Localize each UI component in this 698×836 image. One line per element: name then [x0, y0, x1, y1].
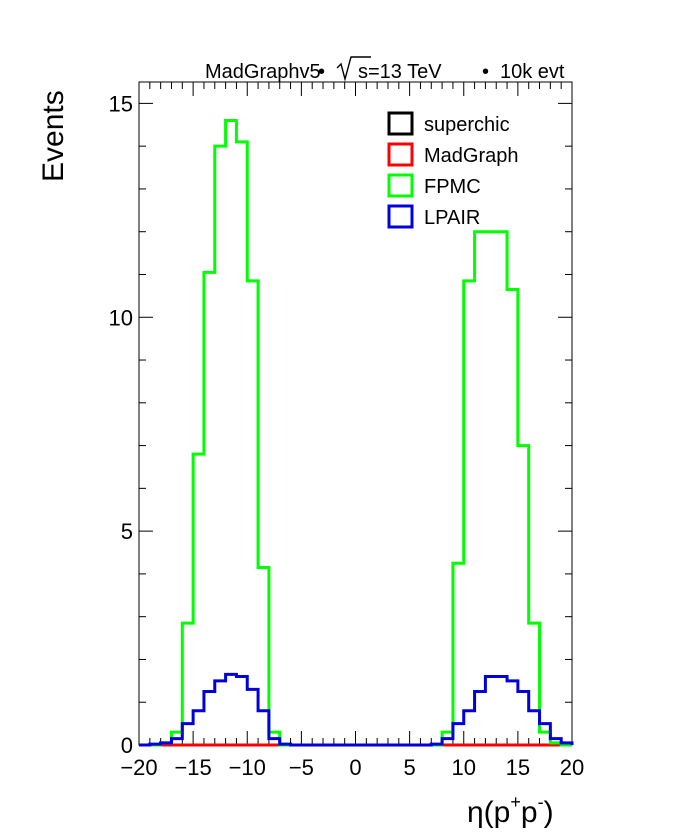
- y-tick-label: 5: [121, 519, 133, 544]
- chart-header: MadGraphv5 • s=13 TeV • 10k evt: [205, 56, 565, 83]
- y-tick-label: 10: [109, 305, 133, 330]
- legend-swatch-lpair: [387, 204, 414, 229]
- x-axis-title-mid: p: [521, 796, 538, 829]
- legend-label-madgraph: MadGraph: [424, 145, 519, 167]
- axis-ticks: −20 −15 −10 −5 0 5 10 15 20 0 5 10 15: [109, 82, 584, 780]
- x-tick-label: −10: [229, 755, 266, 780]
- legend-swatch-fpmc: [387, 173, 414, 198]
- x-tick-label: 5: [404, 755, 416, 780]
- y-tick-label: 0: [121, 733, 133, 758]
- x-tick-label: 10: [452, 755, 476, 780]
- x-axis-title-base: η(p: [467, 796, 510, 829]
- x-axis-title-sup1: +: [510, 792, 521, 812]
- legend-swatch-madgraph: [387, 142, 414, 167]
- x-tick-label: 15: [506, 755, 530, 780]
- header-separator-1: •: [318, 61, 325, 83]
- series-line-lpair: [139, 672, 574, 747]
- legend: superchic MadGraph FPMC LPAIR: [387, 111, 519, 229]
- legend-swatch-superchic: [387, 111, 414, 136]
- x-tick-label: 0: [349, 755, 361, 780]
- y-axis-title: Events: [37, 90, 70, 182]
- header-generator: MadGraphv5: [205, 61, 321, 83]
- x-tick-label: 20: [560, 755, 584, 780]
- sqrt-symbol-icon: [336, 56, 371, 82]
- x-tick-label: −15: [174, 755, 211, 780]
- x-tick-label: −5: [289, 755, 314, 780]
- series-layer: [139, 118, 574, 747]
- header-energy: s=13 TeV: [358, 61, 442, 83]
- legend-label-lpair: LPAIR: [424, 207, 480, 229]
- legend-label-fpmc: FPMC: [424, 176, 481, 198]
- series-line-fpmc: [139, 118, 572, 747]
- y-tick-label: 15: [109, 91, 133, 116]
- x-axis-title: η(p+p-): [467, 792, 554, 829]
- header-separator-2: •: [482, 61, 489, 83]
- x-axis-title-end: ): [544, 796, 554, 829]
- legend-label-superchic: superchic: [424, 114, 510, 136]
- x-tick-label: −20: [120, 755, 157, 780]
- x-axis-title-sup2: -: [538, 792, 544, 812]
- header-events: 10k evt: [500, 61, 565, 83]
